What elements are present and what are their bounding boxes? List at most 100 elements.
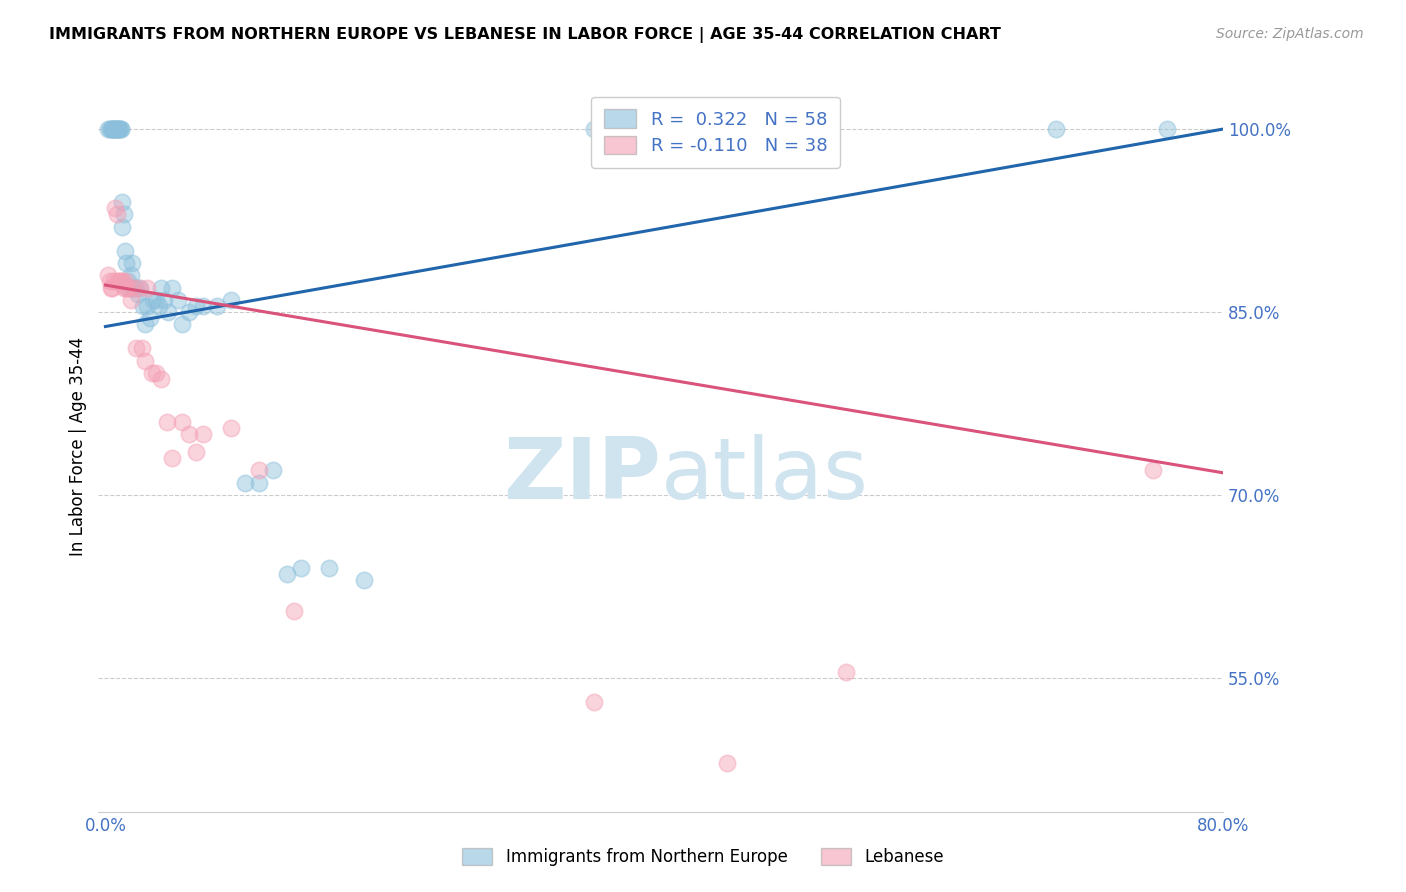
Point [172, 415, 194, 429]
Point [117, 274, 139, 288]
Point [97, 122, 120, 136]
Point [122, 280, 145, 294]
Point [219, 293, 242, 307]
Point [125, 280, 148, 294]
Point [247, 463, 270, 477]
Point [318, 561, 340, 575]
Point [100, 280, 122, 294]
Point [145, 366, 167, 380]
Y-axis label: In Labor Force | Age 35-44: In Labor Force | Age 35-44 [69, 336, 87, 556]
Point [97, 268, 120, 283]
Point [112, 207, 135, 221]
Point [136, 280, 159, 294]
Point [153, 293, 176, 307]
Point [107, 122, 129, 136]
Legend: R =  0.322   N = 58, R = -0.110   N = 38: R = 0.322 N = 58, R = -0.110 N = 38 [591, 96, 839, 168]
Point [117, 280, 139, 294]
Point [1045, 122, 1067, 136]
Point [193, 299, 215, 313]
Point [162, 280, 184, 294]
Point [139, 311, 162, 326]
Point [103, 122, 125, 136]
Point [179, 305, 201, 319]
Point [131, 342, 153, 356]
Point [128, 280, 150, 294]
Point [115, 256, 138, 270]
Point [150, 280, 173, 294]
Point [105, 122, 128, 136]
Point [835, 665, 858, 679]
Point [132, 299, 155, 313]
Point [219, 421, 242, 435]
Point [276, 567, 298, 582]
Point [233, 475, 256, 490]
Point [127, 286, 149, 301]
Point [101, 280, 124, 294]
Point [105, 122, 128, 136]
Point [141, 366, 163, 380]
Point [205, 299, 228, 313]
Point [179, 426, 201, 441]
Point [108, 122, 131, 136]
Text: Source: ZipAtlas.com: Source: ZipAtlas.com [1216, 27, 1364, 41]
Point [118, 280, 141, 294]
Point [283, 604, 305, 618]
Point [1142, 463, 1164, 477]
Text: IMMIGRANTS FROM NORTHERN EUROPE VS LEBANESE IN LABOR FORCE | AGE 35-44 CORRELATI: IMMIGRANTS FROM NORTHERN EUROPE VS LEBAN… [49, 27, 1001, 43]
Point [105, 207, 128, 221]
Point [101, 122, 124, 136]
Point [353, 573, 375, 587]
Point [157, 305, 180, 319]
Point [134, 353, 156, 368]
Point [114, 274, 136, 288]
Point [150, 372, 173, 386]
Point [120, 268, 142, 283]
Point [172, 317, 194, 331]
Point [101, 122, 124, 136]
Point [167, 293, 190, 307]
Point [103, 122, 125, 136]
Point [129, 280, 152, 294]
Point [716, 756, 738, 770]
Point [110, 122, 132, 136]
Point [122, 280, 145, 294]
Point [583, 695, 606, 709]
Point [111, 219, 134, 234]
Point [125, 342, 148, 356]
Point [142, 293, 165, 307]
Point [121, 256, 143, 270]
Point [193, 426, 215, 441]
Point [107, 122, 129, 136]
Point [110, 122, 132, 136]
Point [115, 280, 138, 294]
Point [104, 122, 127, 136]
Point [104, 201, 127, 215]
Text: ZIP: ZIP [503, 434, 661, 516]
Point [104, 122, 127, 136]
Point [145, 293, 167, 307]
Point [247, 475, 270, 490]
Point [114, 244, 136, 258]
Point [107, 274, 129, 288]
Point [111, 274, 134, 288]
Point [186, 299, 208, 313]
Point [98, 274, 121, 288]
Point [108, 122, 131, 136]
Point [111, 195, 134, 210]
Point [112, 280, 135, 294]
Point [290, 561, 312, 575]
Point [110, 274, 132, 288]
Point [100, 122, 122, 136]
Point [162, 451, 184, 466]
Point [103, 274, 125, 288]
Point [108, 274, 131, 288]
Point [156, 415, 179, 429]
Point [148, 299, 170, 313]
Point [583, 122, 606, 136]
Point [262, 463, 284, 477]
Legend: Immigrants from Northern Europe, Lebanese: Immigrants from Northern Europe, Lebanes… [454, 840, 952, 875]
Point [134, 317, 156, 331]
Point [98, 122, 121, 136]
Point [136, 299, 159, 313]
Text: atlas: atlas [661, 434, 869, 516]
